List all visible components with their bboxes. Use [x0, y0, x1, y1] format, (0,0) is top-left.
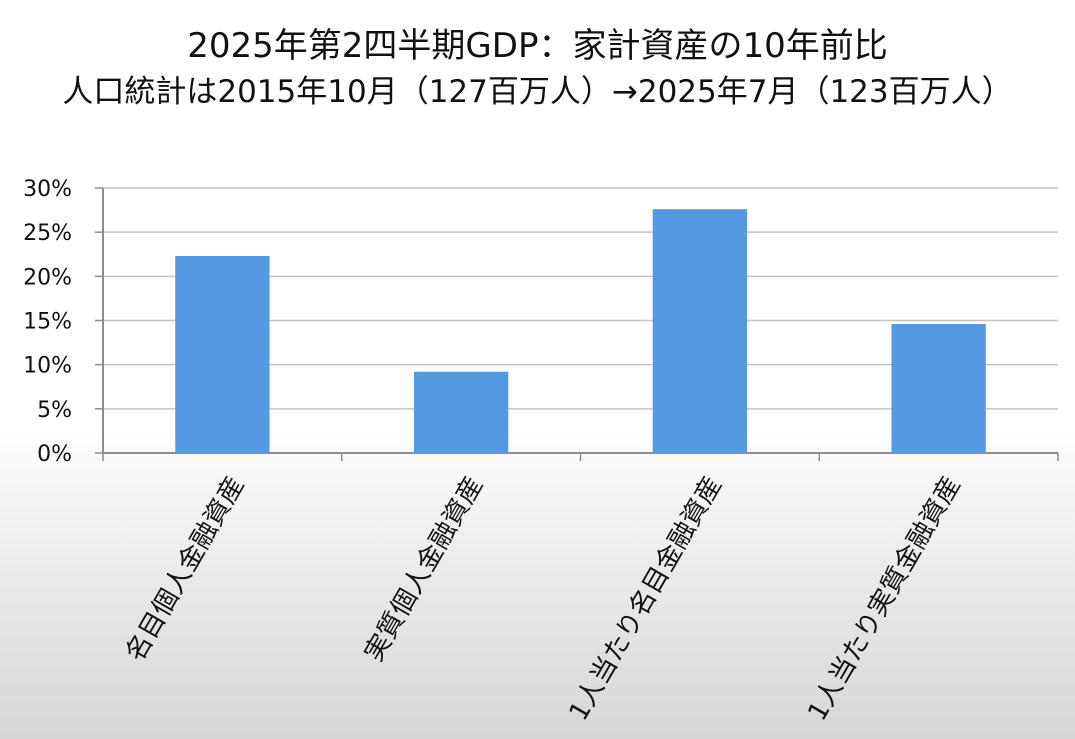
y-tick-label: 25%	[23, 221, 72, 246]
y-tick-label: 5%	[37, 398, 72, 423]
bar	[891, 324, 986, 453]
y-tick-label: 10%	[23, 354, 72, 379]
y-tick-label: 15%	[23, 310, 72, 335]
bar	[175, 256, 270, 453]
y-tick-label: 30%	[23, 177, 72, 202]
x-category-label: 実質個人金融資産	[359, 472, 489, 667]
y-tick-label: 20%	[23, 265, 72, 290]
chart-title: 2025年第2四半期GDP：家計資産の10年前比	[187, 26, 888, 66]
x-category-label: 名目個人金融資産	[120, 472, 250, 667]
bar	[652, 209, 748, 453]
chart-subtitle: 人口統計は2015年10月（127百万人）→2025年7月（123百万人）	[62, 74, 1013, 110]
x-category-label: 1人当たり名目金融資産	[564, 472, 728, 726]
bar	[413, 371, 509, 453]
y-tick-label: 0%	[37, 442, 72, 467]
x-category-label: 1人当たり実質金融資産	[802, 472, 966, 726]
